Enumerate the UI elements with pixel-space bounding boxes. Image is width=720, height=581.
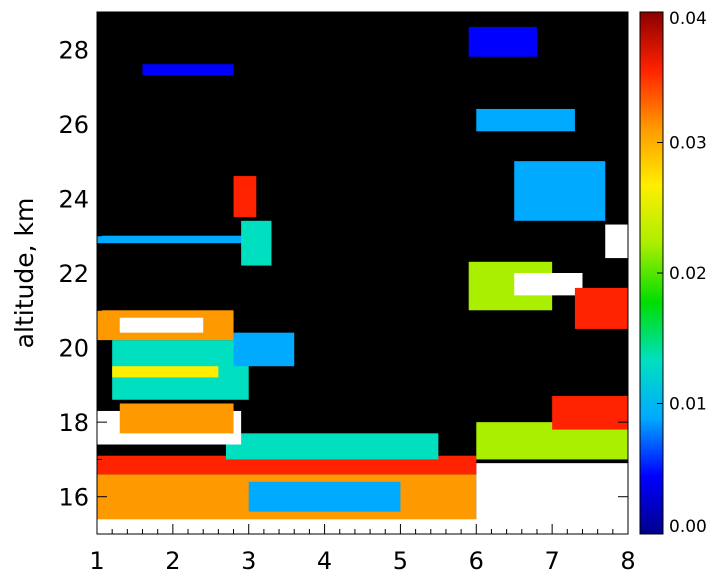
y-tick-label: 18 [58, 409, 89, 437]
x-tick-label: 7 [545, 547, 560, 575]
colorbar-tick-label: 0.03 [669, 134, 707, 154]
heatmap-region [142, 64, 234, 76]
x-tick-label: 3 [241, 547, 256, 575]
x-tick-label: 1 [89, 547, 104, 575]
heatmap-region [233, 332, 295, 367]
colorbar-tick-label: 0.02 [669, 264, 707, 284]
heatmap-region [514, 161, 606, 221]
heatmap-region [476, 463, 628, 523]
heatmap-region [468, 26, 537, 57]
heatmap-region [97, 455, 477, 475]
x-axis: 1 2 3 4 5 6 7 8 [89, 12, 636, 575]
x-tick-label: 6 [469, 547, 484, 575]
x-tick-label: 5 [393, 547, 408, 575]
heatmap-region [97, 235, 272, 244]
heatmap-region [476, 108, 575, 132]
heatmap-region [574, 287, 628, 329]
heatmap-region [112, 366, 219, 378]
y-tick-label: 26 [58, 111, 89, 139]
heatmap-region [248, 481, 401, 512]
colorbar-tick-label: 0.00 [669, 517, 707, 537]
heatmap-region [552, 396, 628, 430]
plot-area [96, 11, 629, 535]
y-tick-label: 16 [58, 484, 89, 512]
y-tick-label: 28 [58, 36, 89, 64]
x-tick-label: 8 [620, 547, 635, 575]
x-tick-label: 2 [165, 547, 180, 575]
heatmap-region [119, 317, 204, 333]
heatmap-region [514, 273, 583, 296]
colorbar-tick-label: 0.01 [669, 395, 707, 415]
y-tick-label: 24 [58, 185, 89, 213]
colorbar-ticks: 0.00 0.01 0.02 0.03 0.04 [657, 9, 707, 537]
heatmap-region [605, 224, 628, 259]
y-axis-label: altitude, km [10, 198, 39, 349]
heatmap-region [225, 433, 439, 460]
y-tick-label: 22 [58, 260, 89, 288]
heatmap-cells [97, 26, 628, 534]
colorbar-tick-label: 0.04 [669, 9, 707, 29]
heatmap-region [119, 403, 234, 434]
y-tick-label: 20 [58, 335, 89, 363]
x-tick-label: 4 [317, 547, 332, 575]
heatmap-region [233, 176, 257, 218]
y-axis: 16 18 20 22 24 26 28 [58, 36, 628, 535]
colorbar: 0.00 0.01 0.02 0.03 0.04 [639, 9, 707, 537]
heatmap-region [241, 220, 272, 266]
